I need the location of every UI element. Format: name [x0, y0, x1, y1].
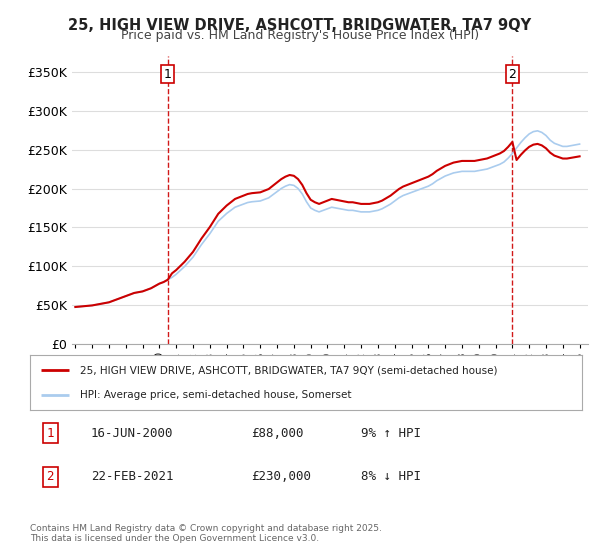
Text: 25, HIGH VIEW DRIVE, ASHCOTT, BRIDGWATER, TA7 9QY (semi-detached house): 25, HIGH VIEW DRIVE, ASHCOTT, BRIDGWATER…	[80, 366, 497, 375]
Text: HPI: Average price, semi-detached house, Somerset: HPI: Average price, semi-detached house,…	[80, 390, 351, 399]
Text: 9% ↑ HPI: 9% ↑ HPI	[361, 427, 421, 440]
Text: 2: 2	[47, 470, 54, 483]
Text: 1: 1	[164, 68, 172, 81]
Text: 1: 1	[47, 427, 54, 440]
Text: Price paid vs. HM Land Registry's House Price Index (HPI): Price paid vs. HM Land Registry's House …	[121, 29, 479, 42]
Text: 2: 2	[508, 68, 517, 81]
Text: £230,000: £230,000	[251, 470, 311, 483]
Text: 25, HIGH VIEW DRIVE, ASHCOTT, BRIDGWATER, TA7 9QY: 25, HIGH VIEW DRIVE, ASHCOTT, BRIDGWATER…	[68, 18, 532, 33]
Text: £88,000: £88,000	[251, 427, 304, 440]
Text: Contains HM Land Registry data © Crown copyright and database right 2025.
This d: Contains HM Land Registry data © Crown c…	[30, 524, 382, 543]
Text: 22-FEB-2021: 22-FEB-2021	[91, 470, 173, 483]
Text: 8% ↓ HPI: 8% ↓ HPI	[361, 470, 421, 483]
Text: 16-JUN-2000: 16-JUN-2000	[91, 427, 173, 440]
